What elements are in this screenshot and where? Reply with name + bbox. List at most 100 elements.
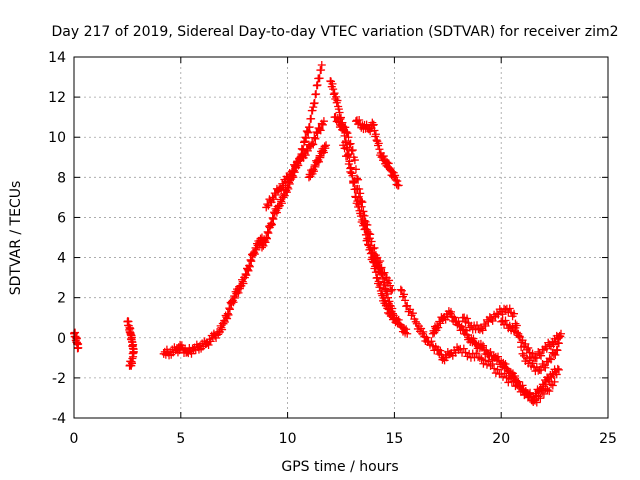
data-point [552,370,561,379]
data-point [363,220,372,229]
x-tick-label: 15 [385,431,403,447]
data-point [488,316,497,325]
data-point [223,314,232,323]
data-point [547,355,556,364]
data-point [301,133,310,142]
data-point [344,133,353,142]
data-point [408,309,417,318]
data-point [344,159,353,168]
data-point [285,179,294,188]
plot-frame [73,56,609,419]
data-point [436,346,445,355]
data-point [419,327,428,336]
data-point [264,229,273,238]
data-point [536,394,545,403]
data-point [548,381,557,390]
data-point [322,141,331,150]
data-point [498,372,507,381]
data-point [271,190,280,199]
data-point [333,96,342,105]
data-point [346,163,355,172]
y-tick-label: 14 [48,50,66,66]
data-point [549,349,558,358]
data-point [224,310,233,319]
data-point [305,123,314,132]
data-point [277,185,286,194]
data-point [475,353,484,362]
data-point [217,323,226,332]
data-point [398,292,407,301]
data-point [312,90,321,99]
data-point [245,261,254,270]
data-point [267,219,276,228]
data-point [553,364,562,373]
data-point [371,130,380,139]
data-point [302,134,311,143]
data-point [310,98,319,107]
data-points [70,61,566,407]
data-point [269,215,278,224]
data-point [343,129,352,138]
data-point [333,113,342,122]
data-point [238,277,247,286]
data-point [308,106,317,115]
data-point [277,197,286,206]
data-point [373,273,382,282]
data-point [541,363,550,372]
x-tick-label: 10 [279,431,297,447]
data-point [319,117,328,126]
data-point [535,349,544,358]
data-point [375,145,384,154]
data-point [309,103,318,112]
data-point [488,359,497,368]
data-point [329,85,338,94]
data-point [299,138,308,147]
data-point [335,108,344,117]
data-point [422,333,431,342]
data-point [307,114,316,123]
data-point [478,326,487,335]
x-axis-label: GPS time / hours [281,459,398,475]
data-point [387,286,396,295]
data-point [511,382,520,391]
data-point [247,257,256,266]
data-point [537,366,546,375]
data-point [374,139,383,148]
data-point [538,388,547,397]
data-point [315,125,324,134]
data-point [366,230,375,239]
y-tick-label: -2 [52,371,66,387]
data-point [373,137,382,146]
data-point [539,361,548,370]
data-point [316,153,325,162]
data-point [374,258,383,267]
x-tick-label: 5 [176,431,185,447]
y-tick-label: 6 [57,210,66,226]
data-point [383,287,392,296]
data-point [450,313,459,322]
data-point [545,387,554,396]
data-point [268,213,277,222]
data-point [532,354,541,363]
chart-title: Day 217 of 2019, Sidereal Day-to-day VTE… [52,24,619,40]
data-point [511,323,520,332]
data-point [341,123,350,132]
data-point [291,162,300,171]
data-point [472,321,481,330]
data-point [317,65,326,74]
data-point [509,377,518,386]
data-point [262,233,271,242]
data-point [377,263,386,272]
x-tick-label: 0 [70,431,79,447]
data-point [350,177,359,186]
data-point [371,132,380,141]
data-point [459,344,468,353]
data-point [345,140,354,149]
data-point [480,320,489,329]
data-point [539,389,548,398]
data-point [351,165,360,174]
data-point [525,390,534,399]
data-point [391,176,400,185]
data-point [403,329,412,338]
data-point [284,184,293,193]
